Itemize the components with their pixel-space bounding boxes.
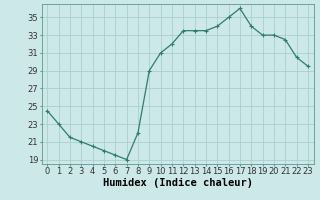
X-axis label: Humidex (Indice chaleur): Humidex (Indice chaleur) bbox=[103, 178, 252, 188]
